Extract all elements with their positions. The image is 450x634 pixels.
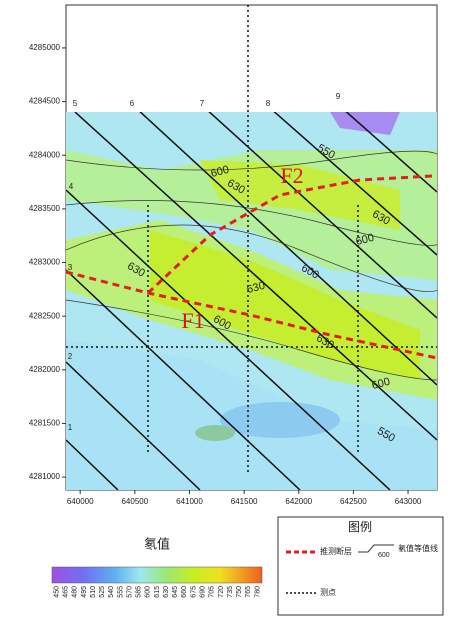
line-number: 4	[69, 182, 74, 191]
legend-fault: 推测断层	[320, 546, 352, 556]
y-tick-label: 4281000	[29, 472, 61, 481]
colorbar-label: 600	[145, 586, 152, 598]
measure-points	[66, 5, 437, 475]
y-tick-label: 4283000	[29, 258, 61, 267]
colorbar-label: 780	[254, 586, 261, 598]
line-number: 7	[200, 99, 205, 108]
survey-lines	[66, 112, 437, 490]
colorbar-title: 氡值	[144, 536, 170, 551]
colorbar-label: 615	[154, 586, 161, 598]
legend-contour-icon	[358, 544, 394, 553]
x-tick-label: 642000	[285, 497, 312, 506]
colorbar-label: 480	[72, 586, 79, 598]
y-tick-label: 4284500	[29, 97, 61, 106]
colorbar-label: 630	[163, 586, 170, 598]
legend-point: 测点	[320, 588, 336, 597]
line-number: 8	[266, 99, 271, 108]
y-tick-label: 4285000	[29, 43, 61, 52]
y-tick-label: 4284000	[29, 150, 61, 159]
line-number: 3	[68, 263, 73, 272]
y-tick-label: 4282500	[29, 311, 61, 320]
y-tick-label: 4282000	[29, 365, 61, 374]
colorbar-label: 540	[108, 586, 115, 598]
x-tick-label: 641500	[231, 497, 258, 506]
colorbar-label: 675	[190, 586, 197, 598]
line-number: 5	[73, 99, 78, 108]
colorbar-label: 570	[126, 586, 133, 598]
x-tick-label: 640000	[67, 497, 94, 506]
colorbar-label: 735	[227, 586, 234, 598]
colorbar-label: 510	[90, 586, 97, 598]
legend-contour: 氡值等值线	[398, 543, 438, 553]
colorbar-label: 720	[218, 586, 225, 598]
colorbar-label: 750	[236, 586, 243, 598]
x-tick-label: 642500	[340, 497, 367, 506]
line-number: 2	[68, 352, 73, 361]
y-tick-label: 4281500	[29, 419, 61, 428]
colorbar-label: 690	[199, 586, 206, 598]
line-number: 9	[336, 92, 341, 101]
colorbar-label: 705	[209, 586, 216, 598]
y-tick-label: 4283500	[29, 204, 61, 213]
colorbar-label: 525	[99, 586, 106, 598]
colorbar-label: 450	[53, 586, 60, 598]
faults	[65, 174, 438, 360]
x-tick-label: 641000	[176, 497, 203, 506]
x-tick-label: 643000	[395, 497, 422, 506]
legend-title: 图例	[348, 520, 372, 534]
colorbar-label: 465	[63, 586, 70, 598]
colorbar-label: 585	[136, 586, 143, 598]
legend	[277, 516, 444, 616]
colorbar-label: 765	[245, 586, 252, 598]
contour-fill	[66, 112, 437, 490]
colorbar-label: 660	[181, 586, 188, 598]
fault-label: F1	[181, 308, 204, 333]
fault-label: F2	[280, 163, 303, 188]
line-number: 6	[130, 99, 135, 108]
contour-label: 600	[210, 164, 231, 180]
colorbar-label: 645	[172, 586, 179, 598]
colorbar-label: 555	[117, 586, 124, 598]
line-number: 1	[68, 423, 73, 432]
contour-label: 600	[355, 232, 376, 248]
legend-contour-sample: 600	[378, 552, 390, 559]
contour-label: 630	[246, 280, 267, 296]
contour-label: 600	[371, 376, 392, 392]
colorbar-label: 495	[81, 586, 88, 598]
colorbar	[51, 566, 263, 584]
x-tick-label: 640500	[121, 497, 148, 506]
